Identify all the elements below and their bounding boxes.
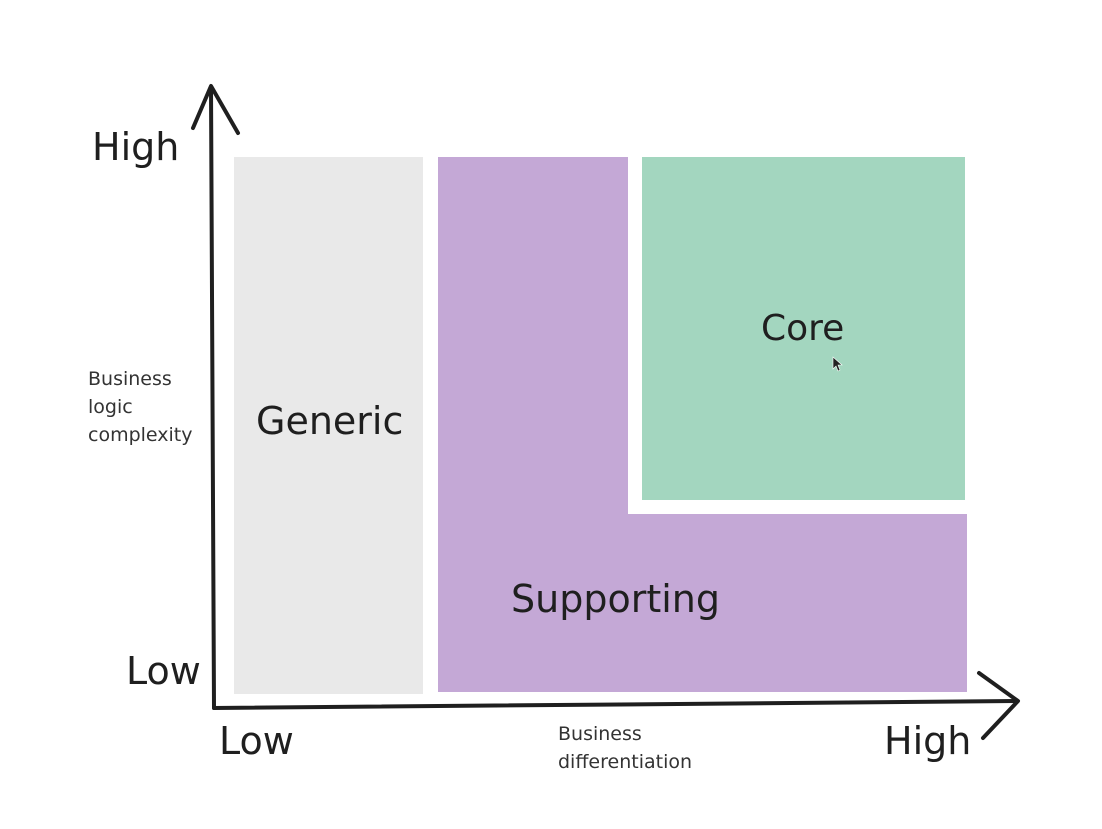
x-axis-arrowhead-icon — [977, 671, 1020, 740]
x-axis-title-line-1: Business — [558, 723, 642, 745]
y-axis-title-line-2: logic — [88, 396, 133, 418]
core-label: Core — [761, 308, 844, 349]
generic-label: Generic — [256, 399, 403, 443]
x-high-label: High — [884, 719, 971, 763]
y-low-label: Low — [126, 649, 201, 693]
supporting-region — [438, 157, 967, 692]
generic-region — [234, 157, 423, 694]
y-axis-title-line-3: complexity — [88, 424, 193, 446]
y-axis-title-line-1: Business — [88, 368, 172, 390]
mouse-cursor-icon — [832, 356, 843, 372]
x-axis-title-line-2: differentiation — [558, 751, 692, 773]
supporting-label: Supporting — [511, 577, 720, 621]
x-low-label: Low — [219, 719, 294, 763]
core-region — [642, 157, 965, 500]
x-axis-line — [212, 699, 1018, 710]
y-high-label: High — [92, 125, 179, 169]
y-axis-line — [209, 86, 216, 710]
y-axis-arrowhead-icon — [191, 84, 240, 135]
